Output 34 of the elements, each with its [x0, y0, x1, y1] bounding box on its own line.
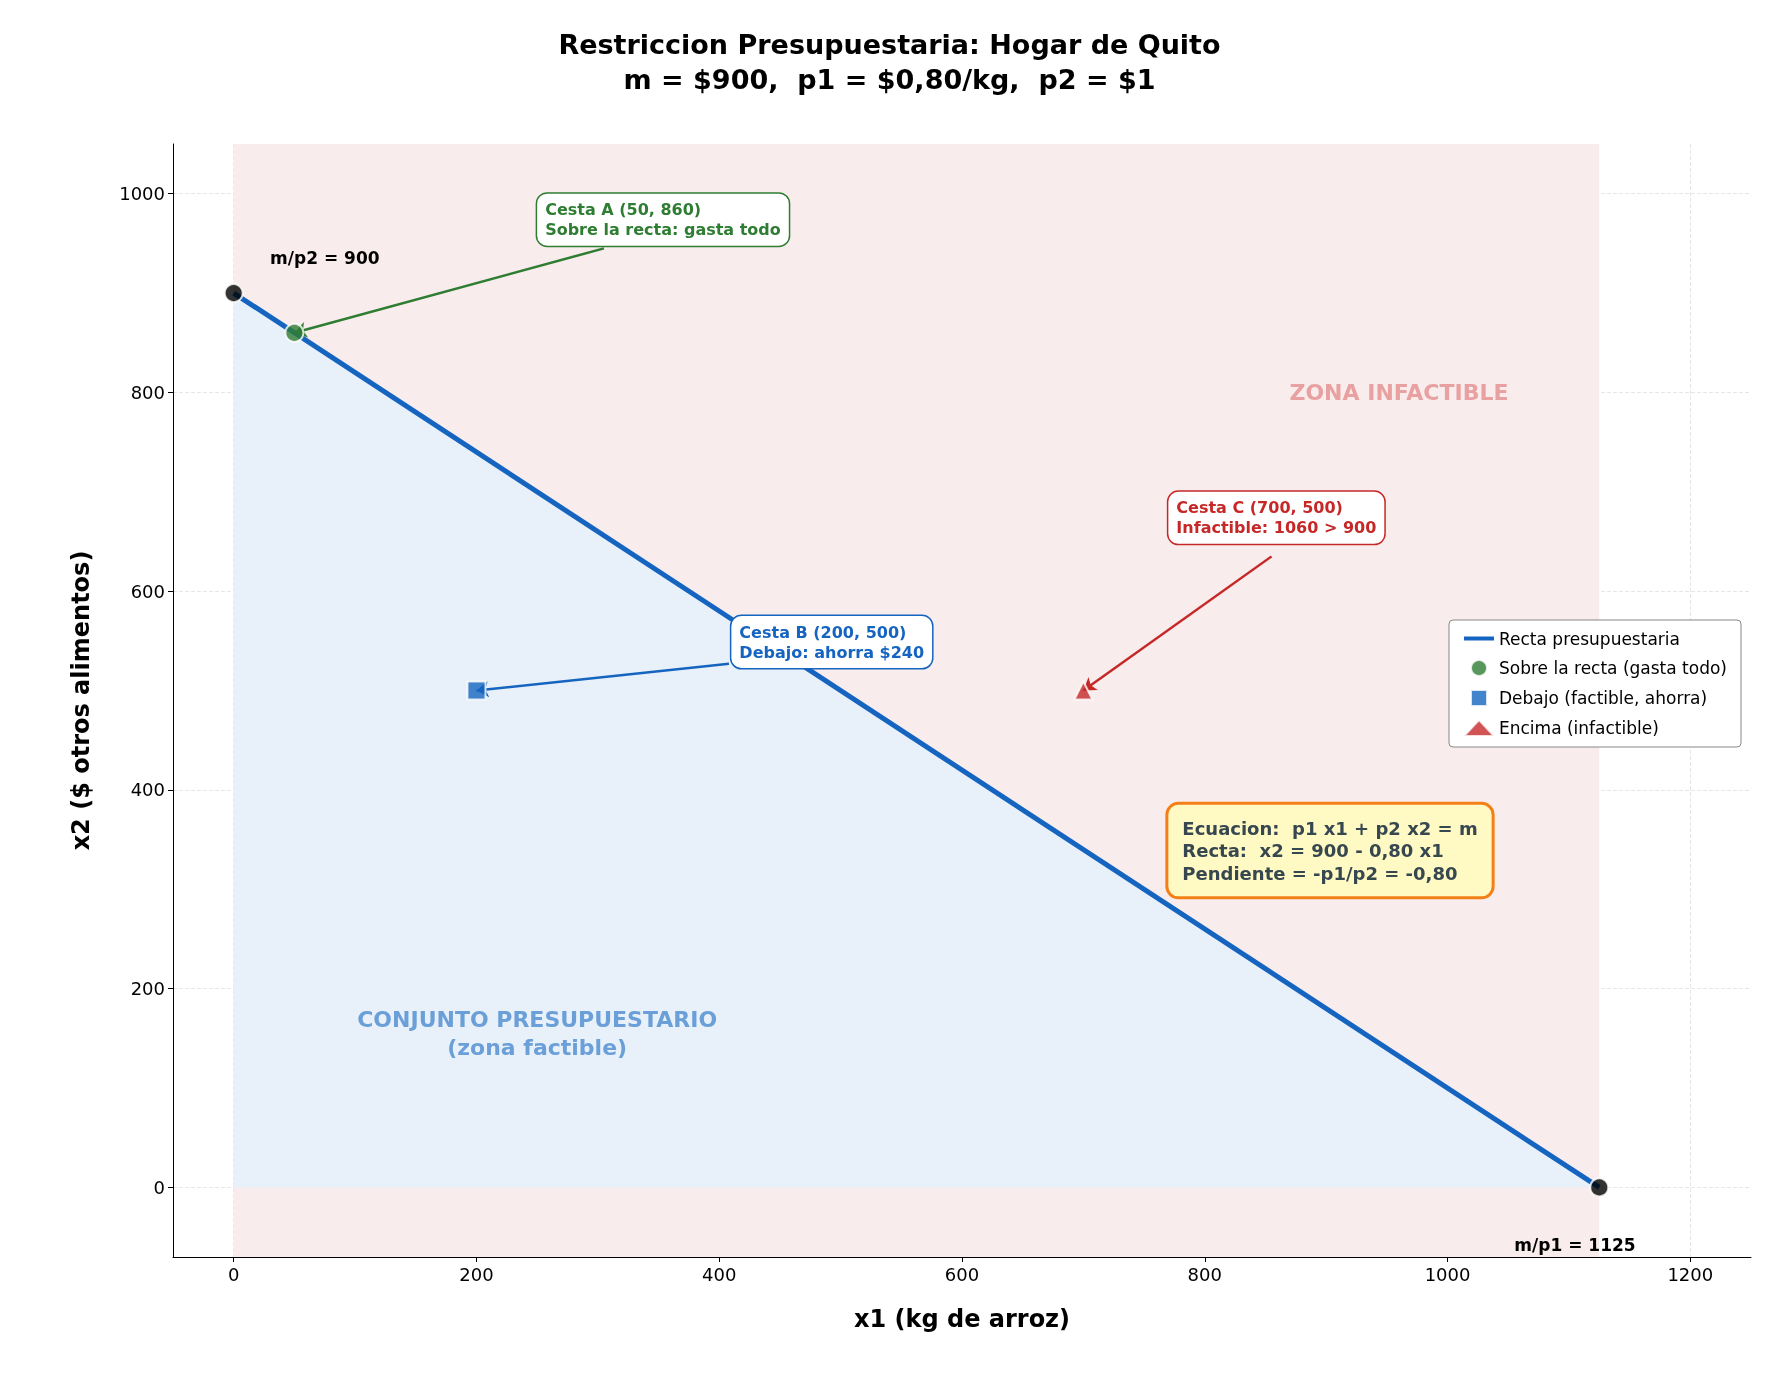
- legend-label: Sobre la recta (gasta todo): [1499, 658, 1728, 678]
- annotation: Cesta B (200, 500) Debajo: ahorra $240: [739, 622, 925, 662]
- x-tick-label: 0: [227, 1263, 240, 1285]
- y-tick-label: 800: [130, 381, 165, 403]
- point: [284, 322, 305, 343]
- legend-label: Encima (infactible): [1499, 718, 1659, 738]
- annotation: m/p1 = 1125: [1514, 1235, 1636, 1256]
- y-tick-label: 600: [130, 580, 165, 602]
- legend-label: Recta presupuestaria: [1499, 628, 1680, 649]
- x-tick-label: 800: [1187, 1263, 1222, 1285]
- annotation: Ecuacion: p1 x1 + p2 x2 = m Recta: x2 = 900 - 0,80 x1 Pendiente = -p1/p2 = -0,80: [1182, 817, 1478, 884]
- y-tick-label: 1000: [119, 183, 165, 205]
- point: [1073, 680, 1094, 701]
- x-tick-label: 400: [702, 1263, 737, 1285]
- y-tick-label: 0: [153, 1176, 165, 1198]
- x-axis-title: x1 (kg de arroz): [853, 1305, 1071, 1333]
- annotation: Cesta A (50, 860) Sobre la recta: gasta todo: [545, 200, 781, 240]
- x-tick-label: 200: [459, 1263, 494, 1285]
- point: [1589, 1177, 1610, 1198]
- point: [223, 283, 244, 304]
- chart-subtitle: m = $900, p1 = $0,80/kg, p2 = $1: [623, 64, 1156, 95]
- chart-title: Restriccion Presupuestaria: Hogar de Quito: [558, 29, 1221, 60]
- x-tick-label: 1000: [1424, 1263, 1471, 1285]
- y-axis-title: x2 ($ otros alimentos): [67, 550, 95, 851]
- y-tick-label: 400: [130, 779, 165, 801]
- annotation: Cesta C (700, 500) Infactible: 1060 > 900: [1176, 498, 1377, 538]
- legend-label: Debajo (factible, ahorra): [1499, 688, 1708, 708]
- point: [466, 680, 487, 701]
- x-tick-label: 1200: [1667, 1263, 1714, 1285]
- y-tick-label: 200: [130, 978, 165, 1000]
- annotation: CONJUNTO PRESUPUESTARIO (zona factible): [357, 1007, 718, 1060]
- x-tick-label: 600: [944, 1263, 980, 1285]
- annotation: m/p2 = 900: [270, 248, 380, 269]
- annotation: ZONA INFACTIBLE: [1289, 379, 1509, 405]
